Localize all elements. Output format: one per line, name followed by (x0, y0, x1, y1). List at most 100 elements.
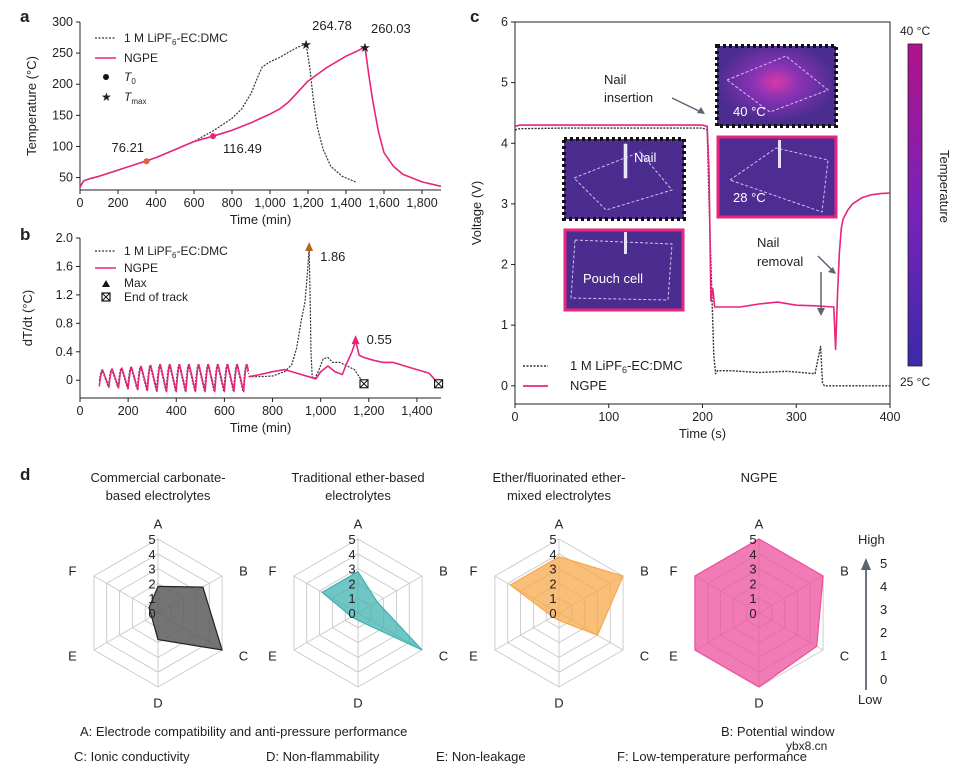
radar-axis-label: F (670, 564, 678, 579)
panel-a-annotations: 76.21 116.49★264.78★260.03 (112, 18, 411, 165)
legend-text-t0: T0 (124, 70, 136, 86)
legend-marker-tmax: ★ (101, 90, 112, 104)
photo-nail-label: Nail (634, 150, 657, 165)
radar-area (509, 556, 624, 636)
annotation-nail-removal-line1: Nail (757, 235, 780, 250)
scale-value: 1 (880, 648, 887, 663)
annotation-value: 76.21 (112, 140, 145, 155)
marker-max (351, 335, 360, 345)
radar-legend-f: F: Low-temperature performance (617, 749, 807, 764)
radar-title: mixed electrolytes (507, 488, 612, 503)
radar-axis-label: E (68, 648, 77, 663)
radar-axis-label: C (239, 648, 248, 663)
radar-chart: Ether/fluorinated ether-mixed electrolyt… (469, 470, 649, 710)
panel-c-series (514, 124, 891, 387)
radar-axis-label: A (555, 517, 564, 532)
x-tick-label: 400 (166, 404, 187, 418)
legend-text-max: Max (124, 276, 147, 290)
colorbar-max-label: 40 °C (900, 24, 930, 38)
annotation-nail-removal-line2: removal (757, 254, 803, 269)
x-tick-label: 200 (118, 404, 139, 418)
y-tick-label: 150 (52, 108, 73, 122)
radar-axis-label: B (239, 564, 248, 579)
legend-text-ngpe: NGPE (124, 261, 158, 275)
radar-scale: High Low 5 4 3 2 1 0 (858, 532, 887, 707)
marker-tmax: ★ (359, 40, 371, 55)
x-tick-label: 400 (880, 410, 901, 424)
marker-max (305, 241, 314, 251)
marker-end-of-track-cross (359, 379, 369, 389)
scale-value: 4 (880, 579, 887, 594)
annotation-value: 264.78 (312, 18, 352, 33)
y-axis-label: dT/dt (°C) (20, 290, 35, 346)
marker-t0 (210, 133, 216, 140)
panel-c: c 0 100 200 300 400 0 1 2 3 4 5 6 Time (s) Voltage (V… (469, 7, 952, 441)
marker-t0 (143, 158, 150, 165)
x-tick-label: 0 (77, 196, 84, 210)
series-line-ngpe (79, 46, 442, 188)
panel-b-axes: 0 200 400 600 800 1,000 1,200 1,400 0 0.4 0.8 1.2 1.… (20, 231, 441, 435)
radar-ring-value: 5 (148, 532, 155, 547)
x-tick-label: 800 (262, 404, 283, 418)
radar-ring-value: 2 (549, 576, 556, 591)
radar-area (321, 570, 423, 651)
radar-spoke (494, 612, 560, 651)
x-axis-label: Time (s) (679, 426, 726, 441)
series-oscillation-ngpe (98, 363, 250, 393)
legend-text-end: End of track (124, 290, 189, 304)
panel-a-axes: 0 200 400 600 800 1,000 1,200 1,400 1,600 1,800 50… (24, 15, 441, 227)
radar-axis-label: C (439, 648, 448, 663)
x-tick-label: 1,600 (368, 196, 399, 210)
radar-axis-label: D (153, 695, 162, 710)
radar-legend-c: C: Ionic conductivity (74, 749, 190, 764)
radar-axis-label: B (840, 564, 849, 579)
radar-axis-label: B (640, 564, 649, 579)
radar-ring-value: 1 (549, 591, 556, 606)
radar-axis-label: F (269, 564, 277, 579)
panel-d: d Commercial carbonate-based electrolyte… (20, 465, 887, 764)
legend-text-ngpe: NGPE (570, 378, 607, 393)
temperature-colorbar (907, 43, 923, 367)
y-tick-label: 300 (52, 15, 73, 29)
x-axis-label: Time (min) (230, 212, 292, 227)
x-tick-label: 1,200 (353, 404, 384, 418)
y-tick-label: 1.6 (56, 259, 73, 273)
legend-text-tmax: Tmax (124, 90, 146, 106)
radar-ring-value: 3 (749, 562, 756, 577)
radar-ring-value: 0 (749, 606, 756, 621)
radar-ring-value: 1 (148, 591, 155, 606)
radar-ring-value: 3 (348, 562, 355, 577)
y-tick-label: 2.0 (56, 231, 73, 245)
photo-28c-label: 28 °C (733, 190, 766, 205)
x-tick-label: 400 (146, 196, 167, 210)
x-tick-label: 1,400 (330, 196, 361, 210)
y-tick-label: 0.4 (56, 345, 73, 359)
radar-spoke (93, 575, 159, 614)
panel-d-radars: Commercial carbonate-based electrolytes 0… (68, 470, 849, 710)
scale-value: 5 (880, 556, 887, 571)
radar-legend-b: B: Potential window (721, 724, 835, 739)
radar-chart: Commercial carbonate-based electrolytes 0… (68, 470, 248, 710)
arrow-nail-insertion (671, 97, 704, 114)
panel-c-axes: 0 100 200 300 400 0 1 2 3 4 5 6 Time (s) Voltage (V) (469, 15, 900, 441)
radar-ring-value: 4 (148, 547, 155, 562)
y-tick-label: 0 (501, 379, 508, 393)
panel-a-letter: a (20, 7, 30, 26)
photo-pouch-cell: Pouch cell (563, 228, 685, 312)
series-line-ngpe (514, 124, 891, 351)
radar-ring-value: 2 (749, 576, 756, 591)
photo-28c: 28 °C (716, 135, 838, 219)
radar-axis-label: C (640, 648, 649, 663)
arrow-nail-removal-down-head (817, 308, 825, 316)
radar-title: based electrolytes (106, 488, 211, 503)
radar-legend-a: A: Electrode compatibility and anti-pres… (80, 724, 407, 739)
radar-axis-label: D (353, 695, 362, 710)
radar-ring-value: 4 (749, 547, 756, 562)
radar-title: NGPE (741, 470, 778, 485)
radar-axis-label: E (469, 648, 478, 663)
y-tick-label: 250 (52, 46, 73, 60)
y-tick-label: 4 (501, 136, 508, 150)
legend-text-lipf6: 1 M LiPF6-EC:DMC (124, 31, 228, 47)
legend-marker-end (101, 292, 111, 302)
